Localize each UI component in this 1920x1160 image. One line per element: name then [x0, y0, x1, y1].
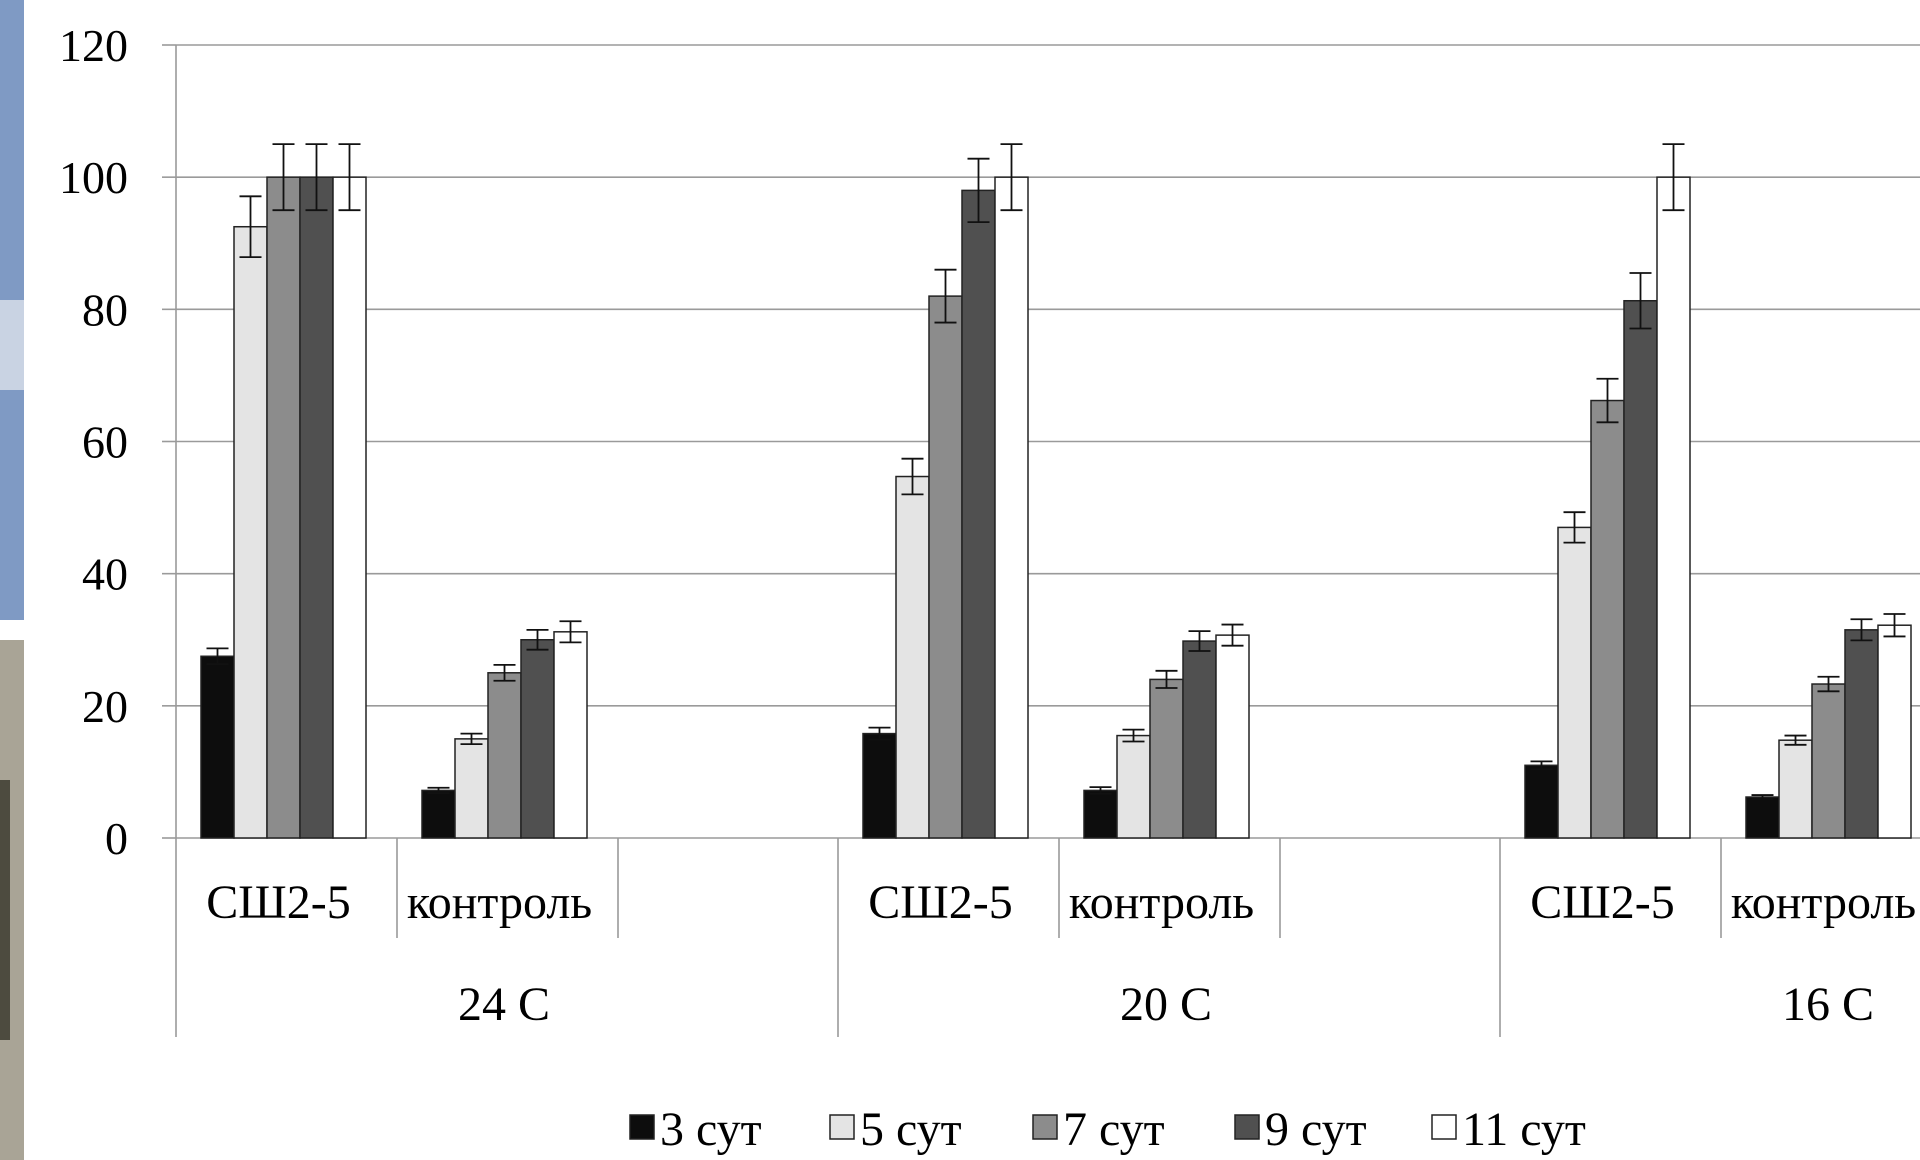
- bar: [454, 738, 489, 839]
- bar: [961, 189, 996, 839]
- legend-swatch: [1032, 1114, 1058, 1140]
- bar: [1524, 764, 1559, 839]
- category-label: СШ2-5: [868, 876, 1012, 929]
- bar: [994, 176, 1029, 839]
- bar: [266, 176, 301, 839]
- bar: [1745, 796, 1780, 839]
- bar: [520, 639, 555, 839]
- bar: [1811, 683, 1846, 839]
- y-tick-labels: 0 20 40 60 80 100 120: [59, 20, 128, 864]
- bar: [421, 789, 456, 839]
- bars: [200, 176, 1912, 839]
- bar: [1215, 634, 1250, 839]
- legend: 3 сут 5 сут 7 сут 9 сут 11 сут: [629, 1103, 1586, 1156]
- y-tick-label: 20: [82, 681, 128, 732]
- bar: [233, 225, 268, 839]
- bar: [862, 732, 897, 839]
- legend-swatch: [829, 1114, 855, 1140]
- bar: [1778, 739, 1813, 839]
- bar: [1149, 678, 1184, 839]
- background-photo-strip: [0, 0, 24, 1160]
- bar: [1182, 640, 1217, 839]
- category-label: контроль: [1731, 876, 1916, 929]
- legend-label: 7 сут: [1063, 1103, 1165, 1156]
- legend-swatch: [629, 1114, 655, 1140]
- legend-swatch: [1234, 1114, 1260, 1140]
- category-label: СШ2-5: [1530, 876, 1674, 929]
- error-bars: [206, 143, 1906, 800]
- y-tick-label: 120: [59, 20, 128, 71]
- bar: [332, 176, 367, 839]
- y-tick-label: 100: [59, 152, 128, 203]
- group-label: 20 C: [1120, 978, 1212, 1031]
- group-label: 16 C: [1782, 978, 1874, 1031]
- bar: [1116, 734, 1151, 839]
- group-labels: 24 C 20 C 16 C: [458, 978, 1874, 1031]
- bar: [1656, 176, 1691, 839]
- group-label: 24 C: [458, 978, 550, 1031]
- bar: [200, 655, 235, 839]
- bar: [1557, 526, 1592, 839]
- legend-label: 5 сут: [860, 1103, 962, 1156]
- category-labels: СШ2-5 контроль СШ2-5 контроль СШ2-5 контроль: [206, 876, 1916, 929]
- legend-swatch: [1431, 1114, 1457, 1140]
- legend-label: 9 сут: [1265, 1103, 1367, 1156]
- bar: [1623, 299, 1658, 839]
- bar: [895, 475, 930, 839]
- legend-label: 11 сут: [1462, 1103, 1586, 1156]
- y-tick-label: 40: [82, 549, 128, 600]
- bar: [299, 176, 334, 839]
- bar: [553, 631, 588, 839]
- y-tick-label: 60: [82, 417, 128, 468]
- category-label: контроль: [1069, 876, 1254, 929]
- bar: [1083, 789, 1118, 839]
- bar: [487, 672, 522, 839]
- bar: [1844, 629, 1879, 839]
- bar: [1877, 624, 1912, 839]
- category-label: контроль: [407, 876, 592, 929]
- y-tick-label: 0: [105, 813, 128, 864]
- legend-label: 3 сут: [660, 1103, 762, 1156]
- bar: [1590, 399, 1625, 839]
- category-label: СШ2-5: [206, 876, 350, 929]
- bar: [928, 295, 963, 839]
- y-tick-label: 80: [82, 284, 128, 335]
